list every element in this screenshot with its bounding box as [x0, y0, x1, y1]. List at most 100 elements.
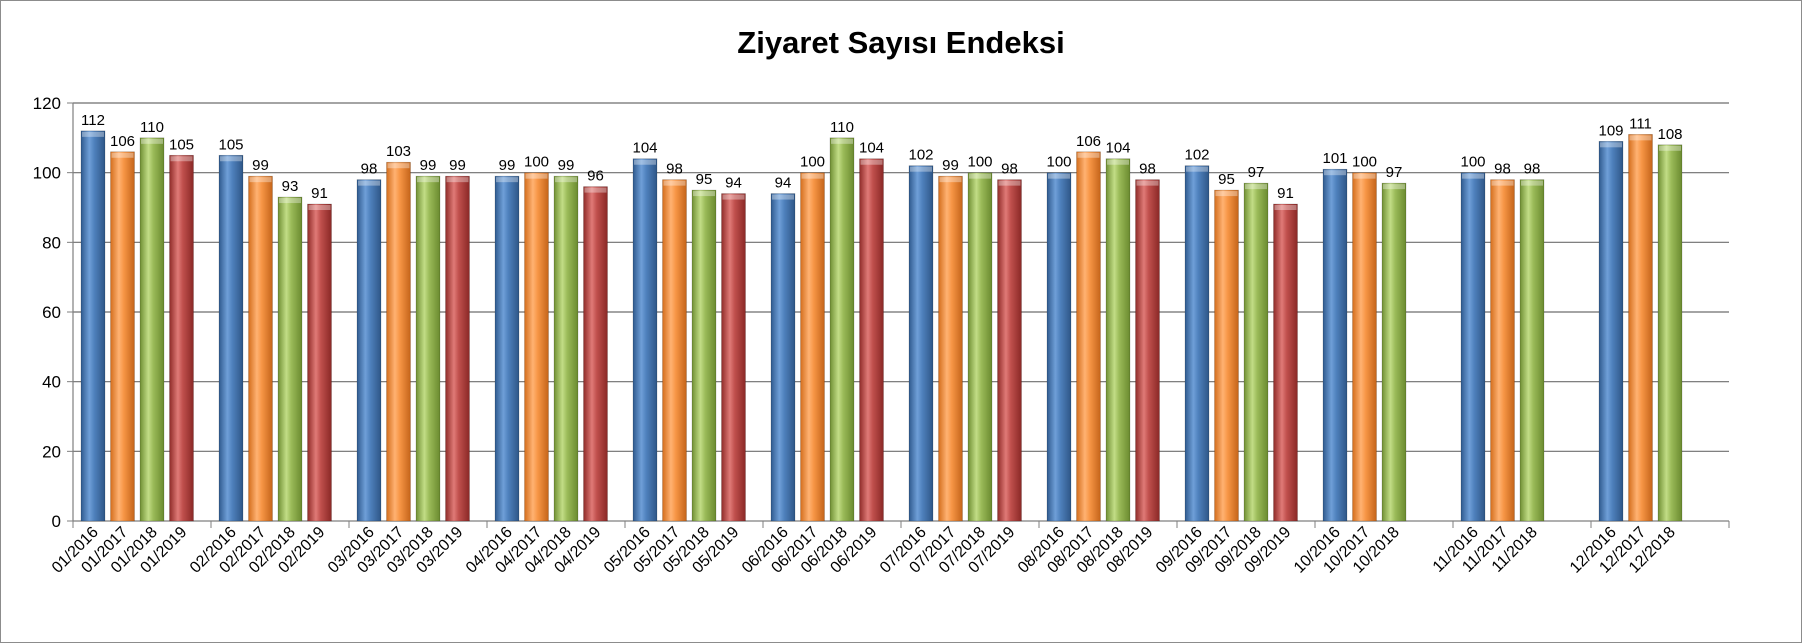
bar: [1352, 172, 1377, 522]
data-label: 99: [499, 157, 516, 174]
bar: [800, 172, 825, 522]
bar: [859, 158, 884, 522]
data-label: 98: [1494, 161, 1511, 178]
bar: [1105, 158, 1131, 522]
data-label: 97: [1248, 164, 1265, 181]
data-label: 100: [1352, 154, 1377, 171]
data-label: 105: [169, 136, 194, 153]
bar: [829, 137, 855, 522]
bar: [1598, 141, 1624, 522]
data-label: 98: [1001, 161, 1018, 178]
bar: [997, 179, 1022, 522]
y-tick-label: 120: [33, 94, 61, 113]
bar: [967, 172, 993, 522]
data-label: 101: [1322, 150, 1347, 167]
chart-title: Ziyaret Sayısı Endeksi: [737, 25, 1065, 60]
bar-bevel: [111, 152, 134, 158]
bar-bevel: [1659, 145, 1681, 151]
bar: [632, 158, 658, 522]
bar-bevel: [1491, 180, 1514, 186]
bar: [662, 179, 687, 522]
bar-bevel: [831, 138, 853, 144]
bar-bevel: [969, 173, 991, 179]
gridlines: [67, 102, 1730, 528]
bar: [1243, 182, 1269, 522]
bar-bevel: [279, 198, 301, 204]
data-label: 100: [800, 154, 825, 171]
bar-bevel: [722, 194, 745, 200]
bar-bevel: [1048, 173, 1070, 179]
data-label: 95: [1218, 171, 1235, 188]
bar: [721, 193, 746, 522]
bar-bevel: [170, 156, 193, 162]
bars: [80, 130, 1683, 522]
data-label: 110: [830, 119, 854, 136]
bar-bevel: [141, 138, 163, 144]
bar: [770, 193, 796, 522]
bar: [908, 165, 934, 522]
data-label: 106: [110, 133, 135, 150]
bar: [1076, 151, 1101, 522]
data-label: 99: [558, 157, 575, 174]
bar-bevel: [525, 173, 548, 179]
bar-bevel: [860, 159, 883, 165]
data-label: 99: [252, 157, 269, 174]
bar-bevel: [1324, 170, 1346, 176]
data-label: 104: [1105, 140, 1130, 157]
data-label: 102: [908, 147, 933, 164]
bar-bevel: [584, 187, 607, 193]
bar-bevel: [249, 177, 272, 183]
bar: [307, 203, 332, 522]
bar-bevel: [358, 180, 380, 186]
bar: [1273, 203, 1298, 522]
bar: [1322, 168, 1348, 522]
data-label: 91: [311, 185, 328, 202]
data-label: 100: [1460, 154, 1485, 171]
bar-bevel: [1077, 152, 1100, 158]
data-label: 99: [449, 157, 466, 174]
bar-bevel: [998, 180, 1021, 186]
bar-bevel: [308, 205, 331, 211]
bar-bevel: [693, 191, 715, 197]
bar-bevel: [82, 131, 104, 137]
bar: [80, 130, 106, 522]
bar-bevel: [772, 194, 794, 200]
data-label: 98: [1139, 161, 1156, 178]
y-tick-label: 40: [42, 373, 61, 392]
bar: [1046, 172, 1072, 522]
data-label: 99: [942, 157, 959, 174]
bar-bevel: [1462, 173, 1484, 179]
bar: [1184, 165, 1210, 522]
bar-bevel: [663, 180, 686, 186]
bar: [218, 154, 244, 522]
data-label: 93: [282, 178, 299, 195]
y-tick-label: 20: [42, 442, 61, 461]
data-label: 111: [1629, 115, 1652, 132]
data-label: 98: [1524, 161, 1541, 178]
bar: [1460, 172, 1486, 522]
bar-bevel: [634, 159, 656, 165]
bar: [938, 175, 963, 522]
data-label: 106: [1076, 133, 1101, 150]
bar: [494, 175, 520, 522]
data-label: 104: [632, 140, 657, 157]
bar-bevel: [1245, 184, 1267, 190]
bar: [1135, 179, 1160, 522]
bar-bevel: [1274, 205, 1297, 211]
bar: [356, 179, 382, 522]
bar-bevel: [387, 163, 410, 169]
bar: [110, 151, 135, 522]
data-label: 97: [1386, 164, 1403, 181]
data-label: 91: [1277, 185, 1294, 202]
data-label: 96: [587, 168, 604, 185]
data-label: 102: [1184, 147, 1209, 164]
bar-bevel: [1383, 184, 1405, 190]
bar: [248, 175, 273, 522]
bar-bevel: [1136, 180, 1159, 186]
bar: [1490, 179, 1515, 522]
bar: [139, 137, 165, 522]
bar-bevel: [446, 177, 469, 183]
bar: [1657, 144, 1683, 522]
data-label: 108: [1657, 126, 1682, 143]
bar: [1628, 134, 1653, 522]
